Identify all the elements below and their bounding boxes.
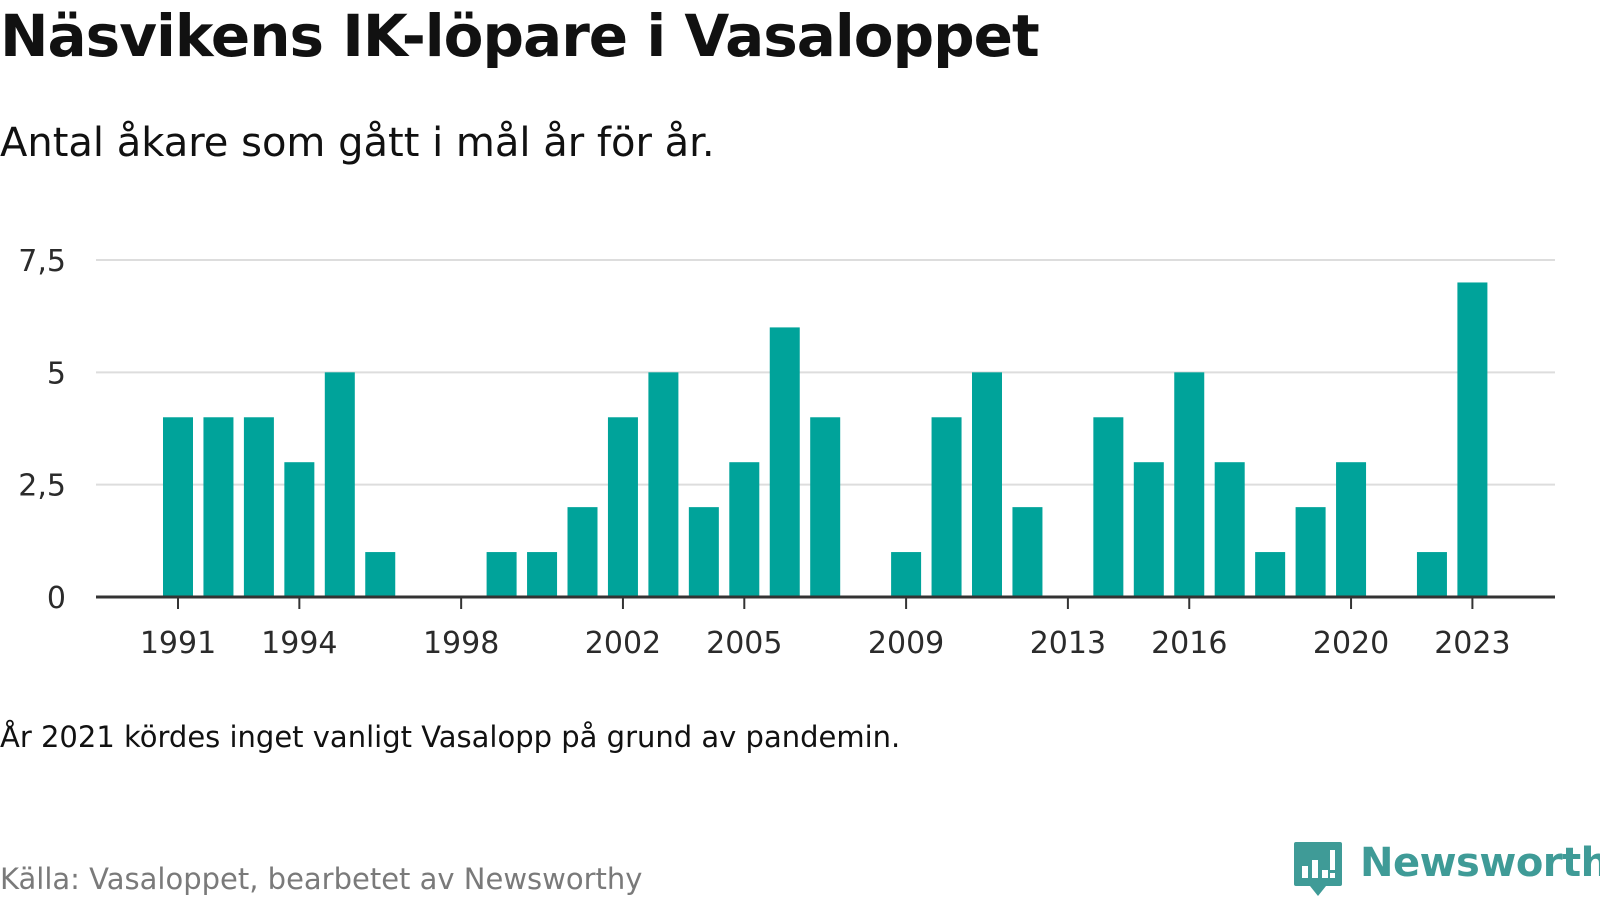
chart-title: Näsvikens IK-löpare i Vasaloppet <box>0 2 1040 70</box>
bar-2020 <box>1336 462 1367 597</box>
bar-2015 <box>1133 462 1164 597</box>
bar-2018 <box>1255 552 1286 597</box>
bar-2012 <box>1012 507 1043 597</box>
x-tick-label: 2023 <box>1434 626 1510 660</box>
footnote: År 2021 kördes inget vanligt Vasalopp på… <box>0 720 901 754</box>
bar-1995 <box>324 372 355 597</box>
bar-2019 <box>1295 507 1326 597</box>
bar-1991 <box>163 417 193 597</box>
source-credit: Källa: Vasaloppet, bearbetet av Newswort… <box>0 862 643 896</box>
bars <box>163 282 1488 597</box>
x-tick-label: 1991 <box>140 626 216 660</box>
bar-2011 <box>972 372 1002 597</box>
bar-2002 <box>607 417 638 597</box>
bar-2022 <box>1416 552 1447 597</box>
newsworthy-logo: Newsworthy <box>1292 840 1600 900</box>
y-tick-label: 2,5 <box>18 469 66 504</box>
brand-name: Newsworthy <box>1360 840 1600 886</box>
bar-1993 <box>243 417 274 597</box>
x-tick-label: 2009 <box>868 626 944 660</box>
y-tick-label: 0 <box>47 581 66 616</box>
bar-2006 <box>769 327 800 597</box>
bar-chart: 0 2,5 5 7,5 1991 1994 1998 2002 2005 2009 2013 201… <box>18 244 1555 660</box>
bar-2014 <box>1093 417 1124 597</box>
x-tick-label: 1994 <box>261 626 337 660</box>
x-axis <box>96 595 1555 609</box>
x-tick-label: 1998 <box>423 626 499 660</box>
bar-1996 <box>365 552 396 597</box>
bar-2010 <box>931 417 962 597</box>
x-tick-label: 2005 <box>706 626 782 660</box>
bar-2017 <box>1214 462 1245 597</box>
bar-2003 <box>648 372 679 597</box>
y-tick-label: 7,5 <box>18 244 66 279</box>
y-axis-labels: 0 2,5 5 7,5 <box>18 244 66 616</box>
x-tick-label: 2013 <box>1030 626 1106 660</box>
bar-1994 <box>284 462 315 597</box>
x-tick-label: 2020 <box>1313 626 1389 660</box>
bar-1992 <box>203 417 234 597</box>
x-tick-label: 2002 <box>585 626 661 660</box>
bar-2016 <box>1174 372 1205 597</box>
chart-subtitle: Antal åkare som gått i mål år för år. <box>0 120 715 166</box>
bar-2004 <box>688 507 719 597</box>
bar-2000 <box>527 552 558 597</box>
bar-2005 <box>729 462 760 597</box>
x-axis-labels: 1991 1994 1998 2002 2005 2009 2013 2016 2020 2023 <box>140 626 1511 660</box>
y-tick-label: 5 <box>47 356 66 391</box>
bar-2007 <box>810 417 841 597</box>
bar-chart-badge-icon <box>1294 842 1342 896</box>
bar-2009 <box>891 552 922 597</box>
bar-2001 <box>567 507 598 597</box>
bar-2023 <box>1457 282 1488 597</box>
x-tick-label: 2016 <box>1151 626 1227 660</box>
bar-1999 <box>486 552 517 597</box>
